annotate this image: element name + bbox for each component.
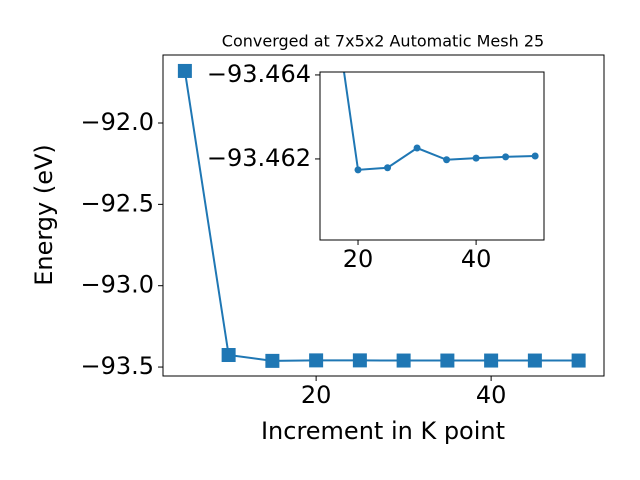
x-tick-label: 40 [476, 381, 507, 409]
data-point [443, 156, 451, 164]
data-point [352, 353, 367, 368]
data-point [413, 144, 421, 152]
data-point [472, 154, 480, 162]
data-point [531, 152, 539, 160]
axes-frame [162, 54, 605, 377]
data-point [177, 63, 192, 78]
y-tick-label: −93.5 [80, 352, 154, 380]
y-tick-label: −93.462 [207, 144, 311, 172]
data-point [396, 353, 411, 368]
y-axis-label: Energy (eV) [30, 144, 58, 286]
data-point [354, 166, 362, 174]
x-tick-label: 40 [461, 245, 492, 273]
data-point [484, 353, 499, 368]
y-tick-label: −92.0 [80, 108, 154, 136]
data-point [502, 153, 510, 161]
x-tick-label: 20 [301, 381, 332, 409]
y-tick-label: −93.464 [207, 60, 311, 88]
series-line [343, 72, 536, 171]
data-point [440, 353, 455, 368]
x-tick-label: 20 [343, 245, 374, 273]
x-axis-label: Increment in K point [261, 417, 505, 445]
data-point [384, 164, 392, 172]
plot-content [177, 63, 586, 368]
data-point [265, 353, 280, 368]
data-point [571, 353, 586, 368]
data-point [309, 353, 324, 368]
data-point [527, 353, 542, 368]
plot-content [343, 72, 539, 174]
axes-frame [319, 71, 545, 241]
chart-title: Converged at 7x5x2 Automatic Mesh 25 [222, 32, 544, 51]
y-tick-label: −92.5 [80, 189, 154, 217]
series-line [183, 70, 579, 362]
data-point [221, 348, 236, 363]
y-tick-label: −93.0 [80, 271, 154, 299]
